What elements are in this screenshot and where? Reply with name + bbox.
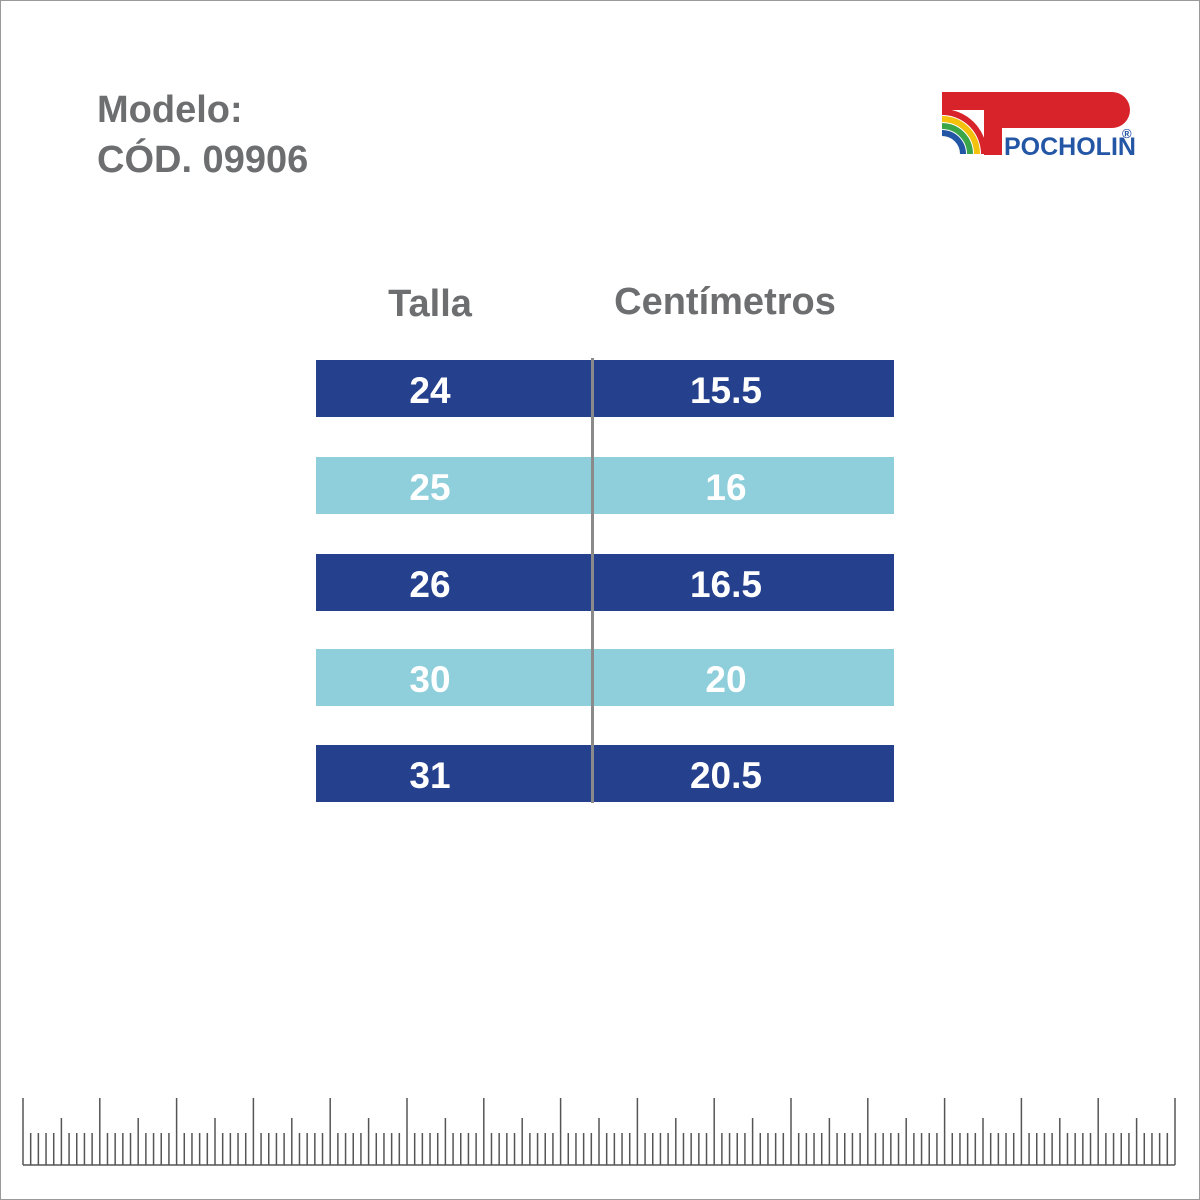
size-value: 30 [409,659,450,700]
logo-arc [941,116,980,155]
size-value: 24 [409,370,451,411]
size-value: 26 [409,564,450,605]
length-value: 15.5 [690,370,762,411]
length-value: 16 [705,467,746,508]
logo-p [942,92,1130,155]
logo-name: POCHOLIN [1004,133,1136,161]
column-header: Centímetros [614,281,836,323]
model-title: Modelo: [97,89,243,131]
length-value: 20.5 [690,755,762,796]
length-cell [594,554,894,611]
size-cell [316,649,591,706]
size-cell [316,745,591,802]
length-cell [594,745,894,802]
logo-arc [941,109,987,155]
length-cell [594,360,894,417]
logo-arc [941,130,966,155]
model-code: CÓD. 09906 [97,137,308,181]
size-value: 31 [409,755,450,796]
column-header: Talla [388,283,473,325]
size-table: 24 15.5 25 16 26 16.5 30 20 31 20.5 [316,360,894,802]
length-cell [594,457,894,514]
length-cell [594,649,894,706]
length-value: 16.5 [690,564,762,605]
size-value: 25 [409,467,450,508]
size-cell [316,360,591,417]
logo-registered: ® [1122,126,1132,141]
ruler [22,1098,1176,1166]
size-cell [316,554,591,611]
length-value: 20 [705,659,746,700]
logo-arc [941,123,973,155]
size-cell [316,457,591,514]
logo: POCHOLIN ® [941,92,1136,161]
